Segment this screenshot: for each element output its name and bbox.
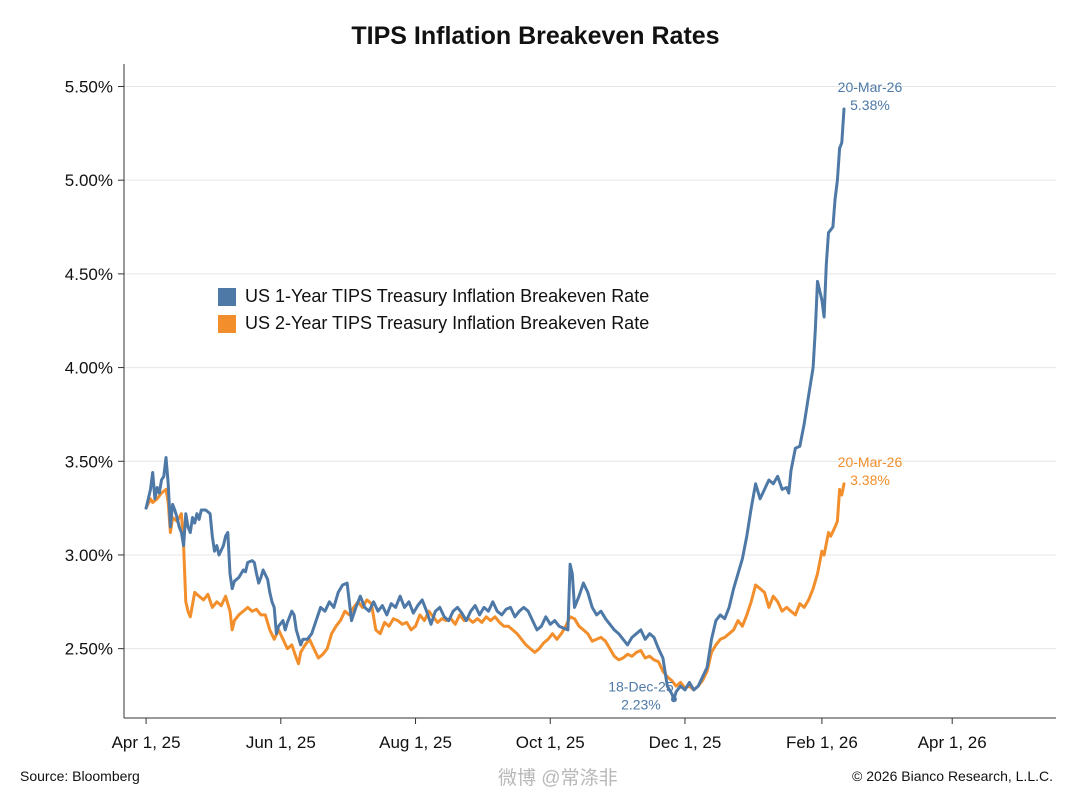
x-axis-ticks: Apr 1, 25 Jun 1, 25 Aug 1, 25 Oct 1, 25 Dec … bbox=[112, 718, 987, 752]
legend-label-1yr: US 1-Year TIPS Treasury Inflation Breake… bbox=[245, 286, 650, 306]
y-tick-label: 2.50% bbox=[65, 640, 113, 659]
gridlines bbox=[124, 85, 1056, 650]
series-line-2yr bbox=[144, 482, 846, 692]
copyright-note: © 2026 Bianco Research, L.L.C. bbox=[852, 768, 1053, 784]
legend-swatch-2yr bbox=[218, 314, 236, 333]
legend-item-1yr: US 1-Year TIPS Treasury Inflation Breake… bbox=[218, 283, 649, 310]
x-tick-label: Apr 1, 25 bbox=[112, 733, 181, 752]
annotation-label: 5.38% bbox=[850, 97, 890, 113]
legend: US 1-Year TIPS Treasury Inflation Breake… bbox=[218, 283, 649, 337]
x-tick-label: Jun 1, 25 bbox=[246, 733, 316, 752]
series-lines bbox=[144, 107, 846, 701]
watermark: 微博 @常涤非 bbox=[498, 768, 618, 789]
series-line-1yr bbox=[144, 107, 846, 701]
y-axis-ticks: 2.50% 3.00% 3.50% 4.00% 4.50% 5.00% 5.50% bbox=[65, 77, 124, 659]
annotation-label: 3.38% bbox=[850, 472, 890, 488]
x-tick-label: Apr 1, 26 bbox=[918, 733, 987, 752]
annotations: 20-Mar-26 5.38% 18-Dec-25 2.23% 20-Mar-26 3.3… bbox=[608, 79, 902, 712]
y-tick-label: 3.50% bbox=[65, 452, 113, 471]
source-note: Source: Bloomberg bbox=[20, 768, 140, 784]
y-tick-label: 4.50% bbox=[65, 265, 113, 284]
annotation-label: 20-Mar-26 bbox=[838, 454, 903, 470]
chart-title: TIPS Inflation Breakeven Rates bbox=[351, 22, 720, 50]
y-tick-label: 5.00% bbox=[65, 171, 113, 190]
legend-swatch-1yr bbox=[218, 287, 236, 306]
annotation-label: 2.23% bbox=[621, 696, 661, 712]
axes bbox=[123, 64, 1056, 719]
legend-item-2yr: US 2-Year TIPS Treasury Inflation Breake… bbox=[218, 310, 649, 337]
x-tick-label: Feb 1, 26 bbox=[786, 733, 858, 752]
y-tick-label: 5.50% bbox=[65, 77, 113, 96]
annotation-label: 18-Dec-25 bbox=[608, 678, 674, 694]
y-tick-label: 3.00% bbox=[65, 546, 113, 565]
min-point-marker bbox=[670, 696, 677, 703]
x-tick-label: Oct 1, 25 bbox=[516, 733, 585, 752]
legend-label-2yr: US 2-Year TIPS Treasury Inflation Breake… bbox=[245, 313, 650, 333]
annotation-label: 20-Mar-26 bbox=[838, 79, 903, 95]
y-tick-label: 4.00% bbox=[65, 359, 113, 378]
x-tick-label: Aug 1, 25 bbox=[379, 733, 452, 752]
x-tick-label: Dec 1, 25 bbox=[649, 733, 722, 752]
